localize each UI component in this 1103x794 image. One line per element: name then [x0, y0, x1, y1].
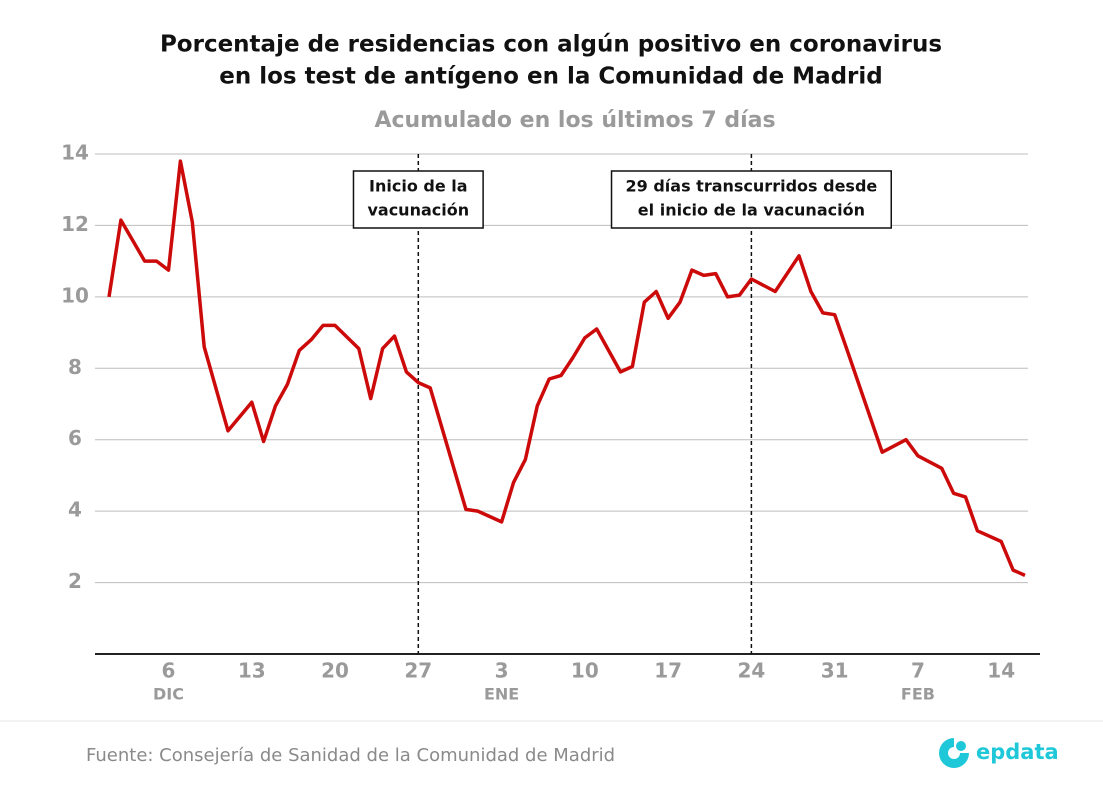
y-tick-label: 6: [68, 426, 82, 450]
annotation-box: [352, 170, 484, 229]
x-tick-label: 10: [571, 659, 599, 683]
x-tick-label: 6: [162, 659, 176, 683]
x-tick-label: 13: [238, 659, 266, 683]
y-tick-label: 12: [61, 212, 89, 236]
month-label: DIC: [153, 685, 184, 704]
y-tick-label: 10: [61, 283, 89, 307]
source: Fuente: Consejería de Sanidad de la Comu…: [86, 745, 615, 766]
x-tick-label: 7: [911, 659, 925, 683]
annotation-text: Inicio de la: [369, 177, 468, 196]
chart-subtitle: Acumulado en los últimos 7 días: [374, 108, 775, 133]
x-tick-label: 31: [821, 659, 849, 683]
logo-icon: [956, 741, 966, 751]
x-tick-label: 14: [987, 659, 1015, 683]
logo: epdata: [939, 738, 1059, 768]
y-tick-label: 4: [68, 498, 82, 522]
y-tick-label: 8: [68, 355, 82, 379]
x-tick-label: 3: [495, 659, 509, 683]
logo-text: epdata: [976, 740, 1059, 764]
annotation-box: [610, 170, 893, 229]
chart-title: en los test de antígeno en la Comunidad …: [219, 64, 883, 90]
month-label: ENE: [484, 685, 519, 704]
y-tick-label: 2: [68, 569, 82, 593]
x-tick-label: 24: [737, 659, 765, 683]
x-tick-label: 17: [654, 659, 682, 683]
annotation-text: 29 días transcurridos desde: [626, 177, 878, 196]
x-tick-label: 27: [404, 659, 432, 683]
month-label: FEB: [901, 685, 935, 704]
data-line: [107, 159, 1026, 577]
chart-title: Porcentaje de residencias con algún posi…: [160, 32, 942, 58]
annotation-text: vacunación: [367, 201, 469, 220]
y-tick-label: 14: [61, 141, 89, 165]
annotation-text: el inicio de la vacunación: [638, 201, 865, 220]
x-tick-label: 20: [321, 659, 349, 683]
